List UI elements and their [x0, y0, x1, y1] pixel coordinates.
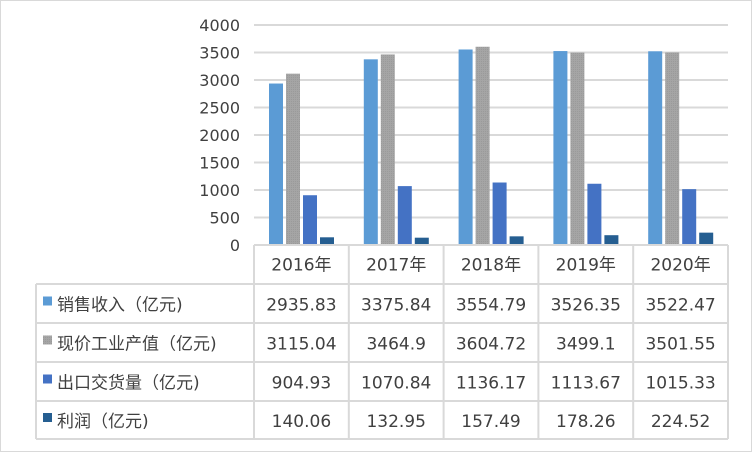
data-label: 178.26: [556, 412, 615, 432]
bar-4: [699, 232, 714, 245]
bar-4: [604, 235, 619, 245]
bar-4: [509, 236, 524, 245]
data-label: 3526.35: [551, 296, 621, 316]
bar-2: [665, 52, 680, 245]
data-label: 3554.79: [456, 296, 526, 316]
bar-2: [475, 46, 490, 245]
y-tick-label: 4000: [199, 16, 240, 35]
bar-2: [570, 52, 585, 245]
y-tick-label: 1000: [199, 181, 240, 200]
bar-2: [286, 73, 300, 246]
legend-key-1: [43, 296, 52, 306]
legend-label: 销售收入（亿元): [57, 296, 183, 316]
x-category-label: 2019年: [556, 256, 616, 276]
data-label: 140.06: [272, 412, 331, 432]
data-label: 3464.9: [366, 335, 425, 355]
data-label: 3375.84: [361, 296, 431, 316]
legend-label: 利润（亿元): [57, 412, 149, 432]
data-label: 904.93: [272, 374, 331, 394]
bar-3: [397, 186, 412, 245]
legend-key-2: [43, 335, 52, 345]
data-label: 3499.1: [556, 335, 615, 355]
x-category-label: 2020年: [650, 256, 710, 276]
data-label: 224.52: [651, 412, 710, 432]
data-label: 1070.84: [361, 374, 431, 394]
legend-key-4: [43, 413, 52, 422]
data-label: 157.49: [461, 412, 520, 432]
legend-label: 出口交货量（亿元): [57, 374, 200, 394]
x-category-label: 2018年: [461, 256, 521, 276]
y-tick-label: 2000: [199, 126, 240, 145]
legend-key-3: [43, 374, 52, 384]
y-tick-label: 3500: [199, 44, 240, 63]
y-tick-label: 0: [230, 236, 240, 255]
data-label: 3604.72: [456, 335, 526, 355]
bar-1: [269, 83, 283, 245]
bar-3: [587, 183, 602, 245]
x-category-label: 2017年: [366, 256, 426, 276]
bar-4: [414, 237, 429, 245]
legend-label: 现价工业产值（亿元): [57, 335, 217, 355]
x-category-label: 2016年: [271, 256, 331, 276]
data-label: 1136.17: [456, 374, 526, 394]
y-tick-label: 500: [209, 209, 240, 228]
data-label: 1015.33: [645, 374, 715, 394]
data-label: 3522.47: [645, 296, 715, 316]
bar-2: [380, 54, 395, 246]
data-label: 132.95: [366, 412, 425, 432]
bar-3: [303, 195, 317, 245]
y-tick-label: 2500: [199, 99, 240, 118]
data-label: 1113.67: [551, 374, 621, 394]
y-tick-label: 3000: [199, 71, 240, 90]
bar-3: [682, 189, 697, 245]
data-label: 3501.55: [645, 335, 715, 355]
bar-1: [553, 51, 568, 245]
y-tick-label: 1500: [199, 154, 240, 173]
bar-3: [492, 182, 507, 245]
bar-1: [458, 49, 473, 246]
bar-4: [320, 237, 334, 245]
bar-1: [363, 59, 378, 246]
data-label: 2935.83: [266, 296, 336, 316]
bar-1: [648, 51, 663, 246]
data-label: 3115.04: [266, 335, 336, 355]
